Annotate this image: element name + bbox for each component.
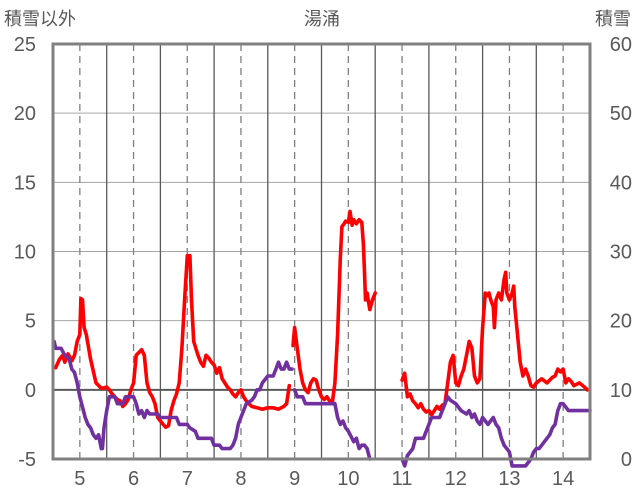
plot-frame (51, 42, 592, 461)
right-axis-title: 積雪 (595, 9, 631, 30)
snow-depth-series-line (52, 339, 294, 451)
y-left-tick-label: 25 (14, 34, 36, 56)
x-tick-label: 8 (235, 468, 246, 490)
y-right-tick-label: 0 (621, 449, 632, 471)
x-tick-label: 13 (498, 468, 520, 490)
left-axis-title: 積雪以外 (4, 9, 76, 30)
other-series-line (291, 209, 378, 406)
x-tick-label: 9 (289, 468, 300, 490)
y-right-tick-label: 10 (610, 380, 632, 402)
x-tick-label: 14 (552, 468, 574, 490)
y-left-tick-label: -5 (18, 449, 36, 471)
y-left-tick-label: 10 (14, 242, 36, 264)
snow-depth-series-line (400, 394, 592, 468)
other-series-line (53, 253, 292, 430)
x-tick-label: 10 (337, 468, 359, 490)
y-right-tick-label: 30 (610, 242, 632, 264)
x-tick-label: 12 (445, 468, 467, 490)
snow-depth-series-line (292, 387, 372, 461)
y-right-tick-label: 60 (610, 34, 632, 56)
other-series-line (400, 270, 590, 417)
y-left-tick-label: 0 (25, 380, 36, 402)
chart-title: 湯涌 (304, 9, 340, 30)
y-right-tick-label: 50 (610, 103, 632, 125)
x-tick-label: 7 (182, 468, 193, 490)
y-left-tick-label: 5 (25, 311, 36, 333)
y-left-tick-label: 15 (14, 172, 36, 194)
x-tick-label: 11 (392, 468, 413, 490)
y-right-tick-label: 20 (610, 311, 632, 333)
grid-layer (53, 43, 590, 460)
series-layer (52, 209, 592, 468)
x-tick-label: 6 (128, 468, 139, 490)
x-tick-label: 5 (74, 468, 85, 490)
y-right-tick-label: 40 (610, 172, 632, 194)
y-left-tick-label: 20 (14, 103, 36, 125)
tick-layer: -5 0 5 10 15 20 25 0 10 20 30 40 50 60 5 6 7 8 9 10 11 12 13 14 (14, 34, 632, 490)
